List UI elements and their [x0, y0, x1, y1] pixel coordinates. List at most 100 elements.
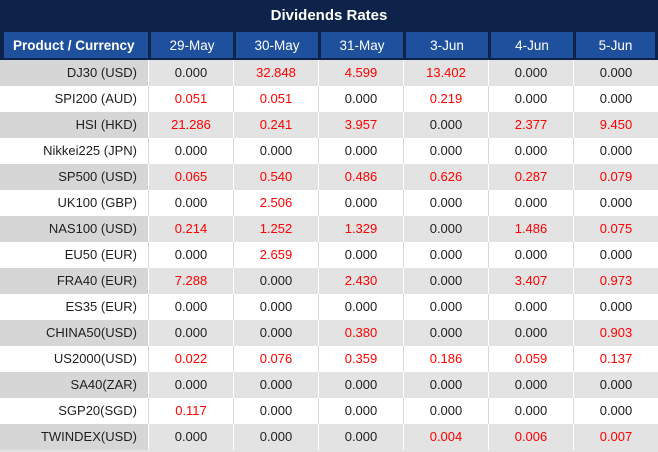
dividend-value-cell: 0.007: [573, 424, 658, 450]
dividend-value-cell: 0.214: [148, 216, 233, 242]
dividend-value-cell: 0.000: [148, 372, 233, 398]
dividend-value-cell: 0.000: [403, 112, 488, 138]
dividend-value-cell: 1.252: [233, 216, 318, 242]
dividend-value-cell: 0.000: [318, 424, 403, 450]
dividend-value-cell: 0.006: [488, 424, 573, 450]
dividend-value-cell: 0.000: [148, 138, 233, 164]
dividend-value-cell: 0.000: [233, 424, 318, 450]
product-currency-cell: US2000(USD): [0, 346, 148, 372]
table-row: Nikkei225 (JPN) 0.000 0.000 0.000 0.000 0.000…: [0, 138, 658, 164]
dividend-value-cell: 0.000: [573, 86, 658, 112]
product-currency-cell: HSI (HKD): [0, 112, 148, 138]
table-row: SP500 (USD) 0.065 0.540 0.486 0.626 0.287 0.07…: [0, 164, 658, 190]
table-row: NAS100 (USD) 0.214 1.252 1.329 0.000 1.486 0.0…: [0, 216, 658, 242]
dividend-value-cell: 0.000: [403, 268, 488, 294]
product-currency-cell: CHINA50(USD): [0, 320, 148, 346]
dividend-value-cell: 0.973: [573, 268, 658, 294]
table-row: SGP20(SGD) 0.117 0.000 0.000 0.000 0.000 0.000: [0, 398, 658, 424]
dividend-value-cell: 0.051: [233, 86, 318, 112]
table-row: SA40(ZAR) 0.000 0.000 0.000 0.000 0.000 0.000: [0, 372, 658, 398]
dividend-value-cell: 0.000: [488, 320, 573, 346]
dividend-value-cell: 0.000: [573, 138, 658, 164]
dividend-value-cell: 0.000: [403, 320, 488, 346]
product-currency-cell: Nikkei225 (JPN): [0, 138, 148, 164]
dividend-value-cell: 3.407: [488, 268, 573, 294]
dividend-value-cell: 0.004: [403, 424, 488, 450]
table-row: DJ30 (USD) 0.000 32.848 4.599 13.402 0.000 0.0…: [0, 60, 658, 86]
table-row: EU50 (EUR) 0.000 2.659 0.000 0.000 0.000 0.000: [0, 242, 658, 268]
dividend-value-cell: 0.059: [488, 346, 573, 372]
dividend-value-cell: 0.000: [488, 86, 573, 112]
dividend-value-cell: 0.000: [573, 372, 658, 398]
dividend-value-cell: 0.000: [488, 294, 573, 320]
dividend-value-cell: 0.000: [488, 190, 573, 216]
table-row: CHINA50(USD) 0.000 0.000 0.380 0.000 0.000 0.9…: [0, 320, 658, 346]
dividend-value-cell: 13.402: [403, 60, 488, 86]
dividend-value-cell: 0.000: [148, 60, 233, 86]
dividend-value-cell: 0.065: [148, 164, 233, 190]
dividend-value-cell: 0.075: [573, 216, 658, 242]
product-currency-cell: UK100 (GBP): [0, 190, 148, 216]
column-header-row: Product / Currency 29-May 30-May 31-May 3-J…: [0, 30, 658, 60]
dividend-value-cell: 0.000: [318, 242, 403, 268]
dividend-value-cell: 0.076: [233, 346, 318, 372]
dividend-value-cell: 0.000: [403, 294, 488, 320]
dividend-value-cell: 0.000: [488, 138, 573, 164]
dividend-value-cell: 1.329: [318, 216, 403, 242]
dividend-value-cell: 0.051: [148, 86, 233, 112]
dividend-value-cell: 1.486: [488, 216, 573, 242]
dividend-value-cell: 0.000: [573, 190, 658, 216]
dividend-value-cell: 0.000: [403, 242, 488, 268]
dividend-value-cell: 0.380: [318, 320, 403, 346]
column-header-date: 31-May: [318, 30, 403, 60]
dividend-value-cell: 0.000: [403, 138, 488, 164]
dividend-value-cell: 32.848: [233, 60, 318, 86]
dividend-value-cell: 0.000: [573, 294, 658, 320]
product-currency-cell: SA40(ZAR): [0, 372, 148, 398]
dividend-value-cell: 0.000: [488, 242, 573, 268]
dividend-value-cell: 0.000: [488, 372, 573, 398]
dividend-value-cell: 3.957: [318, 112, 403, 138]
dividend-value-cell: 0.000: [488, 398, 573, 424]
table-row: FRA40 (EUR) 7.288 0.000 2.430 0.000 3.407 0.97…: [0, 268, 658, 294]
dividend-value-cell: 0.000: [403, 190, 488, 216]
dividend-value-cell: 0.000: [318, 138, 403, 164]
dividend-value-cell: 7.288: [148, 268, 233, 294]
dividend-value-cell: 2.430: [318, 268, 403, 294]
product-currency-cell: FRA40 (EUR): [0, 268, 148, 294]
dividend-value-cell: 0.186: [403, 346, 488, 372]
dividend-value-cell: 0.000: [573, 398, 658, 424]
dividend-value-cell: 0.903: [573, 320, 658, 346]
dividend-value-cell: 21.286: [148, 112, 233, 138]
dividend-value-cell: 0.241: [233, 112, 318, 138]
dividend-value-cell: 0.219: [403, 86, 488, 112]
dividend-value-cell: 0.000: [148, 320, 233, 346]
column-header-date: 5-Jun: [573, 30, 658, 60]
dividend-value-cell: 0.359: [318, 346, 403, 372]
dividend-value-cell: 0.000: [318, 86, 403, 112]
dividend-value-cell: 0.486: [318, 164, 403, 190]
table-row: US2000(USD) 0.022 0.076 0.359 0.186 0.059 0.13…: [0, 346, 658, 372]
dividend-value-cell: 0.000: [233, 268, 318, 294]
product-currency-cell: EU50 (EUR): [0, 242, 148, 268]
product-currency-cell: NAS100 (USD): [0, 216, 148, 242]
product-currency-cell: SPI200 (AUD): [0, 86, 148, 112]
product-currency-cell: SP500 (USD): [0, 164, 148, 190]
dividend-value-cell: 0.000: [403, 398, 488, 424]
dividend-value-cell: 0.000: [573, 242, 658, 268]
dividend-value-cell: 0.000: [233, 372, 318, 398]
column-header-product-currency: Product / Currency: [0, 30, 148, 60]
dividend-value-cell: 0.079: [573, 164, 658, 190]
table-row: SPI200 (AUD) 0.051 0.051 0.000 0.219 0.000 0.0…: [0, 86, 658, 112]
product-currency-cell: TWINDEX(USD): [0, 424, 148, 450]
table-title: Dividends Rates: [0, 0, 658, 30]
dividend-value-cell: 0.000: [318, 190, 403, 216]
table-row: ES35 (EUR) 0.000 0.000 0.000 0.000 0.000 0.000: [0, 294, 658, 320]
dividend-value-cell: 2.506: [233, 190, 318, 216]
product-currency-cell: SGP20(SGD): [0, 398, 148, 424]
table-row: HSI (HKD) 21.286 0.241 3.957 0.000 2.377 9.450: [0, 112, 658, 138]
dividend-value-cell: 2.659: [233, 242, 318, 268]
dividend-value-cell: 0.117: [148, 398, 233, 424]
dividend-value-cell: 0.000: [148, 190, 233, 216]
